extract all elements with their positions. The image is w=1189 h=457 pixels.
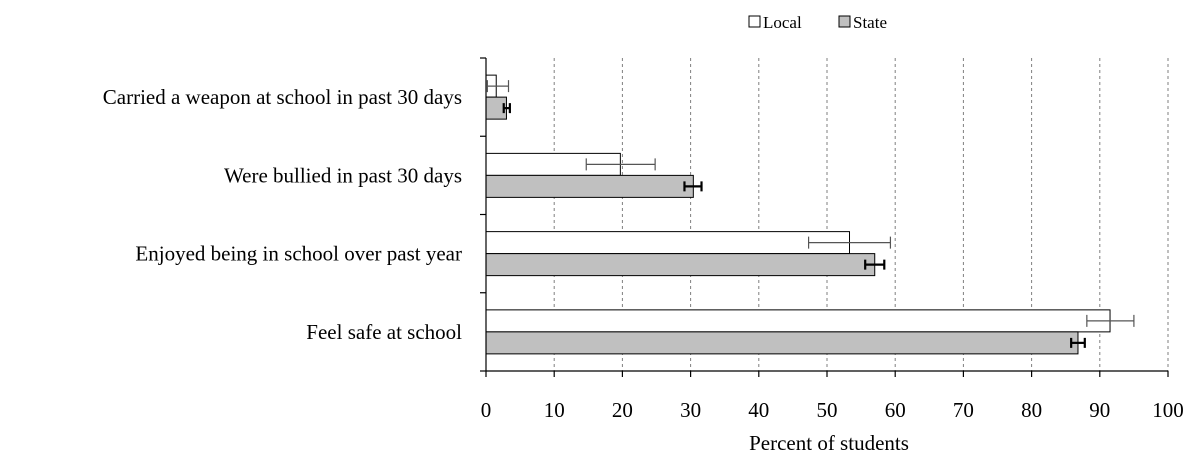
legend-swatch-state <box>839 16 850 27</box>
bar-local-2 <box>486 232 850 254</box>
x-tick-label-70: 70 <box>953 398 974 422</box>
x-tick-label-100: 100 <box>1152 398 1184 422</box>
x-tick-label-50: 50 <box>817 398 838 422</box>
x-axis-title: Percent of students <box>749 431 909 455</box>
category-label-3: Feel safe at school <box>306 320 462 344</box>
legend-label-local: Local <box>763 13 802 32</box>
category-label-2: Enjoyed being in school over past year <box>135 242 462 266</box>
x-tick-label-90: 90 <box>1089 398 1110 422</box>
legend-label-state: State <box>853 13 887 32</box>
error-bars <box>487 80 1134 348</box>
bar-state-1 <box>486 175 693 197</box>
bar-state-3 <box>486 332 1078 354</box>
legend-swatch-local <box>749 16 760 27</box>
x-tick-label-40: 40 <box>748 398 769 422</box>
legend: Local State <box>749 13 887 32</box>
bar-local-3 <box>486 310 1110 332</box>
category-label-1: Were bullied in past 30 days <box>224 163 462 187</box>
x-tick-label-0: 0 <box>481 398 492 422</box>
bars <box>486 75 1110 354</box>
category-label-0: Carried a weapon at school in past 30 da… <box>103 85 462 109</box>
x-tick-label-10: 10 <box>544 398 565 422</box>
category-labels: Carried a weapon at school in past 30 da… <box>103 85 462 344</box>
tick-labels: 0 10 20 30 40 50 60 70 80 90 100 <box>481 398 1184 422</box>
x-tick-label-80: 80 <box>1021 398 1042 422</box>
x-tick-label-30: 30 <box>680 398 701 422</box>
bar-state-2 <box>486 254 875 276</box>
x-tick-label-60: 60 <box>885 398 906 422</box>
x-tick-label-20: 20 <box>612 398 633 422</box>
